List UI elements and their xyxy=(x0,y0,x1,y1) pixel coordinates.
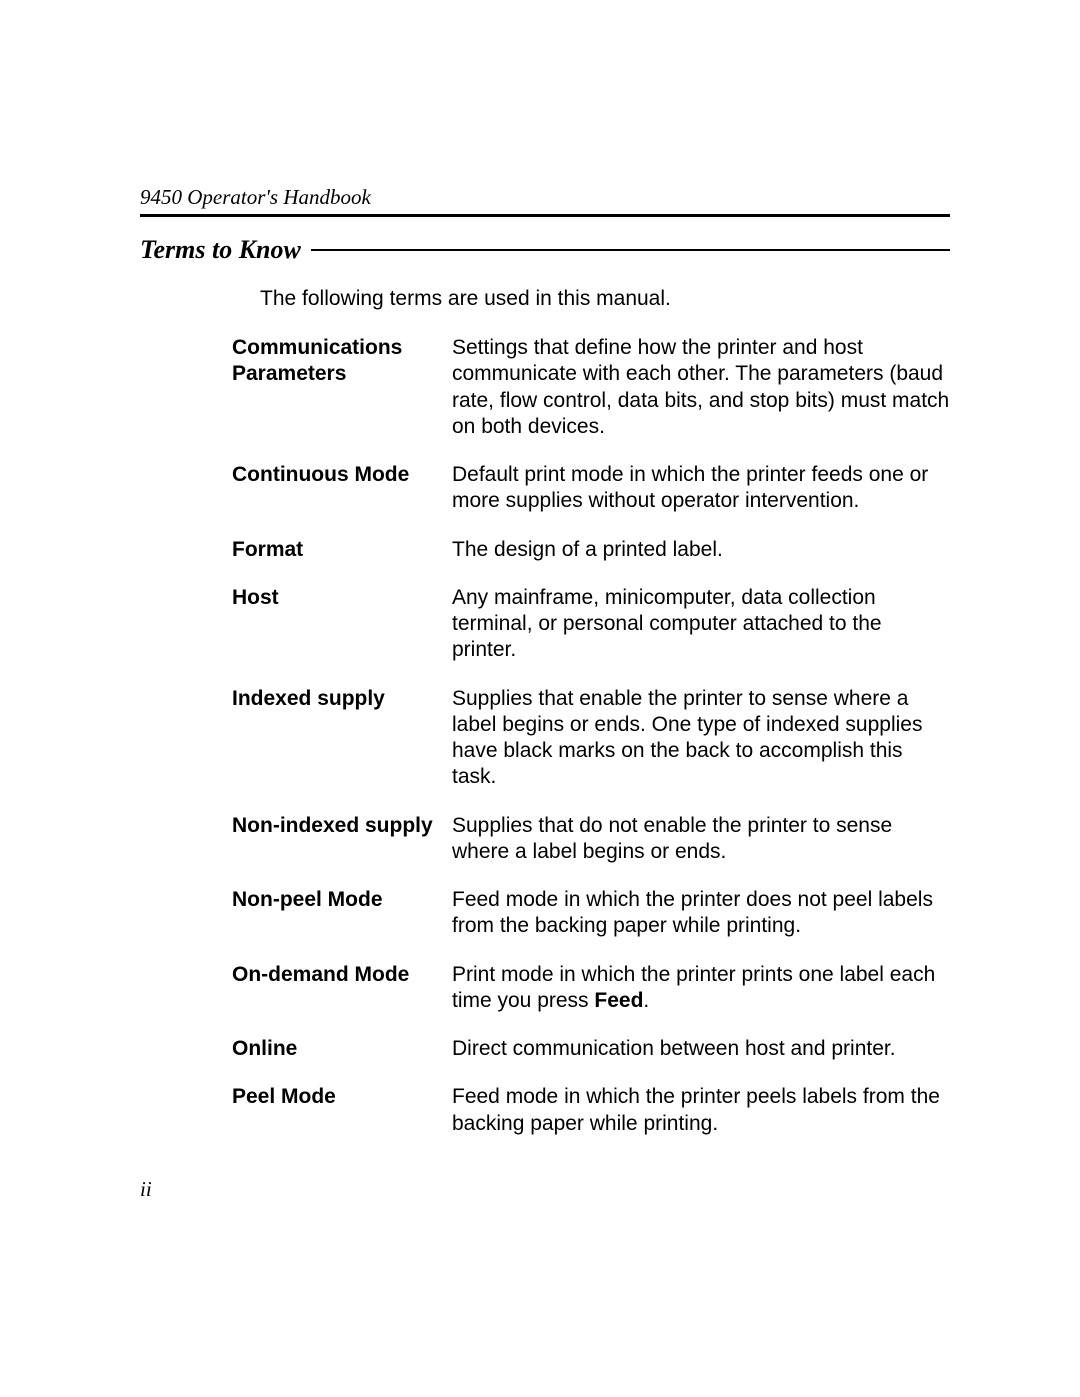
term-definition: Settings that define how the printer and… xyxy=(452,335,950,440)
section-heading: Terms to Know xyxy=(140,235,311,265)
term-label: Peel Mode xyxy=(232,1084,452,1137)
term-row: Peel Mode Feed mode in which the printer… xyxy=(232,1084,950,1137)
term-definition: Print mode in which the printer prints o… xyxy=(452,962,950,1015)
term-definition: The design of a printed label. xyxy=(452,537,950,563)
def-text-pre: Print mode in which the printer prints o… xyxy=(452,963,935,1012)
def-text-bold: Feed xyxy=(594,989,643,1012)
term-label: Online xyxy=(232,1036,452,1062)
header-rule xyxy=(140,214,950,217)
section-heading-row: Terms to Know xyxy=(140,235,950,265)
document-page: 9450 Operator's Handbook Terms to Know T… xyxy=(0,0,1080,1202)
page-number: ii xyxy=(140,1177,950,1202)
running-header: 9450 Operator's Handbook xyxy=(140,185,950,210)
term-label: Continuous Mode xyxy=(232,462,452,515)
term-label: Host xyxy=(232,585,452,664)
intro-text: The following terms are used in this man… xyxy=(260,287,950,311)
term-definition: Supplies that enable the printer to sens… xyxy=(452,686,950,791)
term-label: Non-peel Mode xyxy=(232,887,452,940)
term-label: Communications Parameters xyxy=(232,335,452,440)
term-row: Non-peel Mode Feed mode in which the pri… xyxy=(232,887,950,940)
term-row: Continuous Mode Default print mode in wh… xyxy=(232,462,950,515)
term-definition: Any mainframe, minicomputer, data collec… xyxy=(452,585,950,664)
term-definition: Supplies that do not enable the printer … xyxy=(452,813,950,866)
term-row: Online Direct communication between host… xyxy=(232,1036,950,1062)
term-row: Non-indexed supply Supplies that do not … xyxy=(232,813,950,866)
term-label: Format xyxy=(232,537,452,563)
term-row: Communications Parameters Settings that … xyxy=(232,335,950,440)
section-rule xyxy=(311,249,950,251)
term-label: Indexed supply xyxy=(232,686,452,791)
def-text-post: . xyxy=(643,989,649,1012)
term-definition: Feed mode in which the printer does not … xyxy=(452,887,950,940)
term-label: Non-indexed supply xyxy=(232,813,452,866)
term-definition: Feed mode in which the printer peels lab… xyxy=(452,1084,950,1137)
term-definition: Default print mode in which the printer … xyxy=(452,462,950,515)
term-row: Format The design of a printed label. xyxy=(232,537,950,563)
term-row: Indexed supply Supplies that enable the … xyxy=(232,686,950,791)
term-row: On-demand Mode Print mode in which the p… xyxy=(232,962,950,1015)
term-definition: Direct communication between host and pr… xyxy=(452,1036,950,1062)
terms-list: Communications Parameters Settings that … xyxy=(232,335,950,1137)
term-label: On-demand Mode xyxy=(232,962,452,1015)
term-row: Host Any mainframe, minicomputer, data c… xyxy=(232,585,950,664)
